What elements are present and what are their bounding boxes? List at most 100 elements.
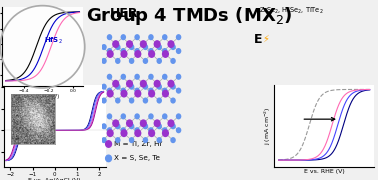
Circle shape bbox=[112, 80, 119, 88]
Circle shape bbox=[153, 40, 161, 48]
Circle shape bbox=[143, 44, 148, 50]
Circle shape bbox=[101, 137, 107, 143]
Circle shape bbox=[148, 34, 154, 40]
Circle shape bbox=[107, 87, 112, 94]
Circle shape bbox=[112, 40, 119, 48]
Text: X = S, Se, Te: X = S, Se, Te bbox=[114, 155, 160, 161]
Circle shape bbox=[162, 127, 167, 133]
Circle shape bbox=[156, 98, 162, 104]
Circle shape bbox=[167, 80, 175, 88]
Circle shape bbox=[162, 113, 167, 120]
Circle shape bbox=[129, 44, 134, 50]
Text: ZrSe$_2$, HfSe$_2$, TiTe$_2$: ZrSe$_2$, HfSe$_2$, TiTe$_2$ bbox=[259, 5, 324, 16]
Circle shape bbox=[170, 44, 176, 50]
Circle shape bbox=[101, 44, 107, 50]
Circle shape bbox=[176, 127, 181, 133]
Circle shape bbox=[107, 74, 112, 80]
Circle shape bbox=[156, 84, 162, 90]
Circle shape bbox=[156, 137, 162, 143]
Circle shape bbox=[112, 119, 119, 127]
Text: M = Ti, Zr, Hf: M = Ti, Zr, Hf bbox=[114, 141, 162, 147]
Circle shape bbox=[143, 123, 148, 129]
Text: Group 4 TMDs (MX$_2$): Group 4 TMDs (MX$_2$) bbox=[86, 5, 292, 27]
Circle shape bbox=[162, 90, 169, 98]
Circle shape bbox=[148, 87, 154, 94]
Circle shape bbox=[170, 58, 176, 64]
Circle shape bbox=[126, 80, 133, 88]
Circle shape bbox=[107, 90, 114, 98]
Circle shape bbox=[129, 98, 134, 104]
Circle shape bbox=[129, 137, 134, 143]
Circle shape bbox=[107, 127, 112, 133]
Circle shape bbox=[156, 123, 162, 129]
Circle shape bbox=[129, 84, 134, 90]
Circle shape bbox=[121, 129, 128, 137]
Text: HfS$_2$: HfS$_2$ bbox=[44, 36, 63, 46]
Circle shape bbox=[156, 44, 162, 50]
Circle shape bbox=[126, 40, 133, 48]
Circle shape bbox=[129, 58, 134, 64]
Circle shape bbox=[153, 80, 161, 88]
Circle shape bbox=[167, 40, 175, 48]
Circle shape bbox=[105, 155, 112, 162]
Circle shape bbox=[148, 48, 154, 54]
Circle shape bbox=[107, 48, 112, 54]
Circle shape bbox=[143, 98, 148, 104]
Circle shape bbox=[162, 50, 169, 58]
Circle shape bbox=[134, 48, 140, 54]
X-axis label: E vs. RHE (V): E vs. RHE (V) bbox=[304, 169, 344, 174]
Circle shape bbox=[162, 87, 167, 94]
Text: ⚡: ⚡ bbox=[262, 34, 269, 44]
Circle shape bbox=[115, 84, 121, 90]
Circle shape bbox=[148, 113, 154, 120]
Circle shape bbox=[107, 113, 112, 120]
Circle shape bbox=[121, 50, 128, 58]
Circle shape bbox=[121, 113, 126, 120]
Circle shape bbox=[107, 34, 112, 40]
Circle shape bbox=[167, 119, 175, 127]
Circle shape bbox=[156, 58, 162, 64]
Circle shape bbox=[140, 119, 147, 127]
Circle shape bbox=[121, 34, 126, 40]
Circle shape bbox=[148, 129, 155, 137]
Circle shape bbox=[170, 84, 176, 90]
Circle shape bbox=[170, 123, 176, 129]
Circle shape bbox=[105, 141, 112, 147]
Circle shape bbox=[140, 40, 147, 48]
Circle shape bbox=[121, 87, 126, 94]
Circle shape bbox=[176, 48, 181, 54]
Circle shape bbox=[115, 98, 121, 104]
Circle shape bbox=[107, 129, 114, 137]
Text: E: E bbox=[254, 33, 262, 46]
Circle shape bbox=[143, 84, 148, 90]
Circle shape bbox=[134, 129, 141, 137]
Circle shape bbox=[176, 74, 181, 80]
Circle shape bbox=[134, 90, 141, 98]
Circle shape bbox=[121, 48, 126, 54]
Circle shape bbox=[176, 34, 181, 40]
Circle shape bbox=[176, 87, 181, 94]
Circle shape bbox=[148, 90, 155, 98]
Circle shape bbox=[134, 87, 140, 94]
Circle shape bbox=[101, 84, 107, 90]
Circle shape bbox=[134, 127, 140, 133]
Circle shape bbox=[115, 44, 121, 50]
Circle shape bbox=[170, 137, 176, 143]
Circle shape bbox=[115, 58, 121, 64]
Circle shape bbox=[134, 113, 140, 120]
Circle shape bbox=[129, 123, 134, 129]
X-axis label: E vs. Ag/AgCl (V): E vs. Ag/AgCl (V) bbox=[28, 178, 81, 180]
Circle shape bbox=[115, 137, 121, 143]
Circle shape bbox=[107, 50, 114, 58]
Circle shape bbox=[176, 113, 181, 120]
Circle shape bbox=[148, 74, 154, 80]
Circle shape bbox=[148, 50, 155, 58]
Circle shape bbox=[134, 34, 140, 40]
Circle shape bbox=[134, 74, 140, 80]
Circle shape bbox=[162, 48, 167, 54]
Circle shape bbox=[143, 137, 148, 143]
Circle shape bbox=[140, 80, 147, 88]
Circle shape bbox=[121, 90, 128, 98]
Circle shape bbox=[162, 129, 169, 137]
Circle shape bbox=[143, 58, 148, 64]
